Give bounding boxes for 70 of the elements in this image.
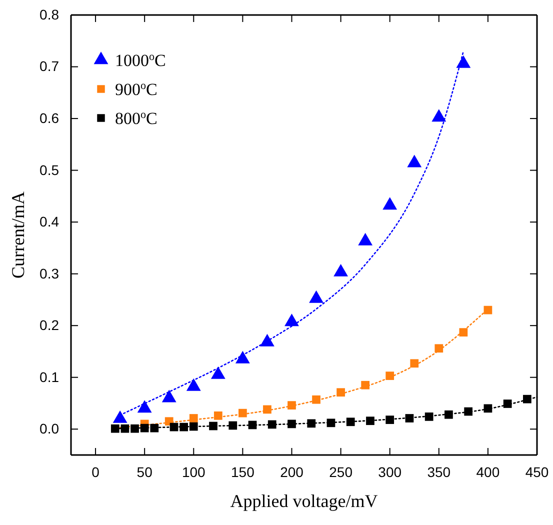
x-tick-label: 450 — [525, 464, 549, 480]
x-tick-label: 400 — [476, 464, 500, 480]
y-tick-label: 0.0 — [40, 420, 60, 437]
x-tick-label: 350 — [427, 464, 451, 480]
point — [464, 407, 473, 416]
point — [140, 424, 149, 432]
point — [358, 232, 373, 246]
point — [268, 420, 276, 429]
x-tick-label: 0 — [92, 464, 100, 480]
point — [484, 404, 492, 413]
y-tick-label: 0.3 — [40, 265, 60, 282]
point — [189, 414, 198, 422]
point — [209, 422, 218, 430]
y-tick-label: 0.7 — [40, 58, 60, 74]
x-tick-label: 200 — [280, 464, 304, 480]
point — [214, 411, 222, 420]
point — [248, 420, 257, 430]
point — [366, 416, 374, 426]
point — [170, 422, 178, 432]
point — [484, 306, 492, 314]
legend-label: 900$^{o}$C — [115, 80, 158, 99]
point — [150, 424, 159, 432]
x-tick-label: 250 — [329, 464, 353, 480]
point — [405, 414, 414, 422]
point — [334, 264, 348, 276]
point — [407, 154, 422, 168]
point — [434, 344, 444, 353]
point — [459, 328, 468, 336]
point — [307, 419, 316, 428]
point — [361, 380, 370, 390]
point — [410, 359, 419, 368]
point — [503, 400, 512, 408]
point — [309, 290, 324, 303]
point — [130, 424, 139, 433]
point — [386, 372, 394, 380]
x-tick-label: 300 — [378, 464, 402, 480]
x-tick-label: 150 — [231, 464, 255, 480]
point — [432, 109, 446, 122]
point — [288, 401, 296, 410]
y-tick-label: 0.4 — [40, 214, 60, 230]
legend-label: 800$^{o}$C — [115, 109, 158, 128]
y-tick-label: 0.1 — [40, 368, 60, 385]
legend-label: 1000$^{o}$C — [115, 51, 166, 70]
point — [288, 420, 296, 428]
point — [312, 395, 320, 404]
point — [238, 408, 247, 418]
point — [110, 424, 120, 433]
x-axis-title: Applied voltage/mV — [230, 491, 378, 511]
y-tick-label: 0.2 — [40, 317, 60, 334]
point — [382, 197, 398, 210]
point — [180, 422, 188, 432]
y-tick-label: 0.5 — [40, 162, 60, 178]
point — [346, 418, 355, 426]
y-tick-label: 0.8 — [40, 6, 60, 22]
point — [189, 422, 198, 431]
x-tick-label: 100 — [182, 464, 206, 480]
point — [523, 394, 532, 404]
point — [228, 421, 238, 430]
y-axis-title: Current/mA — [8, 192, 28, 278]
point — [444, 410, 453, 419]
point — [326, 418, 336, 428]
point — [424, 412, 434, 421]
x-tick-label: 50 — [136, 464, 153, 480]
point — [456, 55, 471, 68]
point — [263, 405, 272, 414]
point — [386, 416, 394, 424]
point — [336, 388, 345, 397]
point — [120, 424, 130, 433]
point — [284, 314, 299, 326]
y-tick-label: 0.6 — [40, 110, 60, 126]
